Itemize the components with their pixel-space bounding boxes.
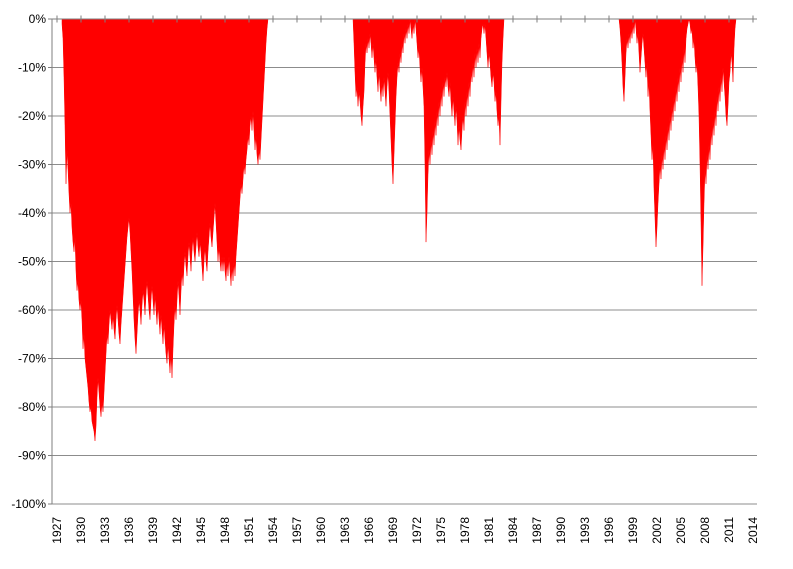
x-axis-label: 1954	[266, 517, 280, 544]
drawdown-area	[61, 18, 269, 441]
x-axis-label: 1969	[386, 517, 400, 544]
drawdown-area	[352, 18, 505, 243]
x-axis-label: 1966	[362, 517, 376, 544]
x-axis-label: 1990	[554, 517, 568, 544]
x-axis-label: 1975	[434, 517, 448, 544]
x-axis-label: 2014	[746, 517, 760, 544]
x-axis-label: 1957	[290, 517, 304, 544]
x-axis-label: 1972	[410, 517, 424, 544]
y-axis-label: -60%	[18, 303, 46, 317]
x-axis-label: 1936	[122, 517, 136, 544]
y-axis-labels: 0% -10% -20% -30% -40% -50% -60% -70% -80% -90% -1…	[11, 12, 46, 511]
y-axis-label: -70%	[18, 352, 46, 366]
x-axis-label: 1960	[314, 517, 328, 544]
y-axis-label: -30%	[18, 158, 46, 172]
x-axis-label: 1993	[578, 517, 592, 544]
x-axis-label: 1930	[74, 517, 88, 544]
x-axis-label: 1987	[530, 517, 544, 544]
x-axis-label: 1933	[98, 517, 112, 544]
x-axis-label: 2008	[698, 517, 712, 544]
y-axis-label: -20%	[18, 109, 46, 123]
x-axis-label: 1996	[602, 517, 616, 544]
y-axis-label: 0%	[29, 12, 47, 26]
y-axis-label: -90%	[18, 449, 46, 463]
x-axis-label: 1984	[506, 517, 520, 544]
x-axis-label: 1978	[458, 517, 472, 544]
x-axis-labels: 1927 1930 1933 1936 1939 1942 1945 1948 1951 1954…	[50, 517, 760, 544]
x-axis-label: 1939	[146, 517, 160, 544]
x-axis-label: 1945	[194, 517, 208, 544]
x-axis-label: 1981	[482, 517, 496, 544]
x-axis-label: 1963	[338, 517, 352, 544]
x-axis-label: 2002	[650, 517, 664, 544]
y-axis-label: -40%	[18, 206, 46, 220]
axes	[48, 15, 757, 505]
x-axis-label: 1942	[170, 517, 184, 544]
x-axis-label: 2011	[722, 517, 736, 543]
x-axis-label: 1927	[50, 517, 64, 544]
x-axis-label: 1999	[626, 517, 640, 544]
y-axis-label: -50%	[18, 255, 46, 269]
x-axis-label: 1948	[218, 517, 232, 544]
x-axis-label: 1951	[242, 517, 256, 544]
drawdown-area	[618, 18, 737, 286]
y-axis-label: -80%	[18, 400, 46, 414]
x-axis-label: 2005	[674, 517, 688, 544]
drawdown-series	[61, 18, 737, 441]
y-axis-label: -100%	[11, 497, 46, 511]
y-axis-label: -10%	[18, 61, 46, 75]
